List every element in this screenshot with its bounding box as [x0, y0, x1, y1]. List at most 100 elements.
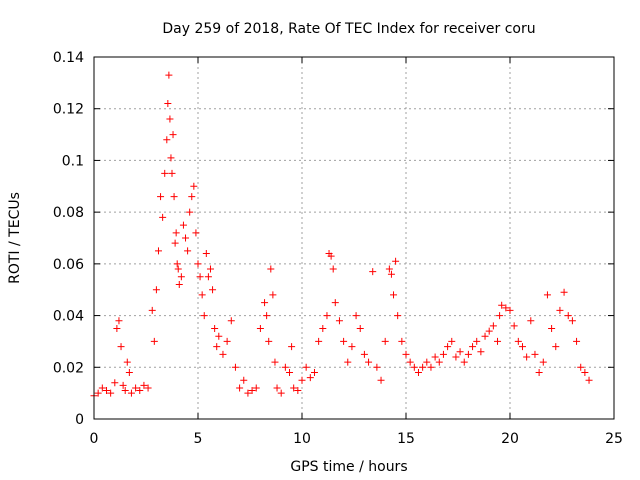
data-point	[431, 353, 439, 361]
data-point	[171, 239, 179, 247]
data-point	[315, 337, 323, 345]
data-point	[184, 247, 192, 255]
data-point	[157, 193, 165, 201]
chart-title: Day 259 of 2018, Rate Of TEC Index for r…	[162, 21, 535, 37]
y-axis-label: ROTI / TECUs	[7, 192, 23, 284]
data-point	[211, 325, 219, 332]
data-point	[132, 384, 140, 392]
data-point	[585, 376, 593, 384]
data-point	[444, 343, 452, 351]
data-point	[581, 368, 589, 376]
data-point	[387, 270, 395, 278]
plot-frame	[93, 56, 615, 420]
data-point	[194, 260, 202, 268]
data-point	[256, 325, 264, 332]
data-point	[543, 291, 551, 299]
data-point	[373, 363, 381, 371]
data-point	[331, 299, 339, 307]
data-point	[469, 343, 477, 351]
data-point	[209, 286, 217, 294]
data-point	[204, 273, 212, 281]
data-point	[423, 358, 431, 366]
data-point	[344, 358, 352, 366]
data-point	[102, 387, 110, 395]
data-point	[206, 265, 214, 273]
data-point	[323, 312, 331, 320]
data-point	[531, 350, 539, 358]
data-point	[394, 312, 402, 320]
data-point	[281, 363, 289, 371]
data-point	[252, 384, 260, 392]
data-point	[121, 387, 129, 395]
data-point	[319, 325, 327, 332]
data-point	[477, 348, 485, 356]
data-point	[494, 337, 502, 345]
data-point	[439, 350, 447, 358]
data-point	[150, 337, 158, 345]
data-point	[306, 374, 314, 382]
data-point	[200, 312, 208, 320]
data-point	[198, 291, 206, 299]
data-point	[277, 389, 285, 397]
data-point	[452, 353, 460, 361]
data-point	[510, 322, 518, 330]
data-point	[360, 350, 368, 358]
y-tick-label: 0.02	[53, 360, 84, 376]
data-point	[539, 358, 547, 366]
x-tick-label: 20	[501, 431, 519, 447]
data-point	[111, 379, 119, 387]
data-point	[402, 350, 410, 358]
data-point	[464, 350, 472, 358]
x-axis-ticks: 0 5 10 15 20 25	[90, 57, 623, 447]
data-point	[352, 312, 360, 320]
data-point	[190, 182, 198, 190]
data-point	[165, 71, 173, 79]
data-point	[115, 317, 123, 325]
x-tick-label: 0	[90, 431, 99, 447]
data-point	[390, 291, 398, 299]
data-point	[182, 234, 190, 242]
y-tick-label: 0	[75, 412, 84, 428]
x-tick-label: 5	[194, 431, 203, 447]
data-point	[94, 389, 102, 397]
data-point	[573, 337, 581, 345]
data-point	[448, 337, 456, 345]
data-point	[168, 169, 176, 177]
data-point	[170, 193, 178, 201]
data-point	[219, 350, 227, 358]
data-point	[392, 257, 400, 265]
y-tick-label: 0.12	[53, 102, 84, 118]
data-point	[166, 115, 174, 123]
data-point	[267, 265, 275, 273]
data-point	[227, 317, 235, 325]
data-point	[136, 387, 144, 395]
data-point	[369, 268, 377, 276]
data-point	[302, 363, 310, 371]
data-point	[288, 343, 296, 351]
data-point	[460, 358, 468, 366]
x-tick-label: 25	[605, 431, 623, 447]
data-point	[406, 358, 414, 366]
data-point	[140, 381, 148, 389]
data-point	[381, 337, 389, 345]
data-point	[329, 265, 337, 273]
data-point	[223, 337, 231, 345]
data-point	[348, 343, 356, 351]
data-point	[527, 317, 535, 325]
data-point	[298, 376, 306, 384]
y-tick-label: 0.1	[62, 153, 84, 169]
data-point	[173, 260, 181, 268]
axes	[93, 56, 615, 420]
data-point	[163, 136, 171, 144]
data-point	[169, 131, 177, 139]
y-tick-label: 0.06	[53, 257, 84, 273]
data-point	[172, 229, 180, 237]
data-point	[523, 353, 531, 361]
data-point	[473, 337, 481, 345]
data-points	[90, 71, 593, 400]
data-point	[244, 389, 252, 397]
data-point	[148, 306, 156, 314]
data-point	[414, 368, 422, 376]
data-point	[144, 384, 152, 392]
